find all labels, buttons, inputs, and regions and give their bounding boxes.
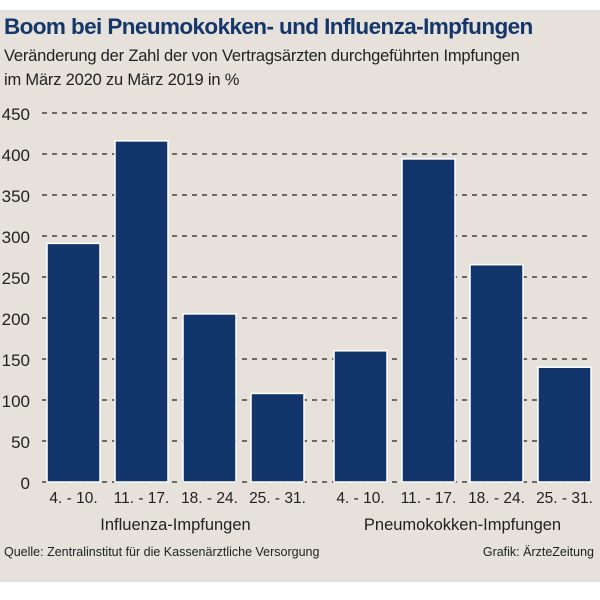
chart-title: Boom bei Pneumokokken- und Influenza-Imp…	[4, 14, 533, 39]
bar	[401, 158, 456, 483]
y-tick-label: 450	[2, 105, 30, 124]
chart-subtitle-line-1: Veränderung der Zahl der von Vertragsärz…	[4, 47, 520, 65]
y-tick-label: 300	[2, 228, 30, 247]
x-tick-label: 25. - 31.	[536, 490, 593, 507]
x-tick-label: 4. - 10.	[336, 490, 384, 507]
graphic-credit: Grafik: ÄrzteZeitung	[482, 545, 594, 559]
bar	[114, 140, 169, 483]
source-note: Quelle: Zentralinstitut für die Kassenär…	[4, 545, 320, 559]
x-tick-label: 25. - 31.	[249, 490, 306, 507]
bar	[537, 366, 592, 483]
y-tick-label: 350	[2, 187, 30, 206]
y-tick-label: 50	[11, 433, 30, 452]
group-label: Pneumokokken-Impfungen	[364, 516, 561, 534]
y-tick-label: 200	[2, 310, 30, 329]
x-tick-label: 18. - 24.	[181, 490, 238, 507]
x-tick-label: 11. - 17.	[401, 490, 457, 507]
y-tick-label: 250	[2, 269, 30, 288]
bar	[250, 392, 305, 483]
bar	[46, 242, 101, 483]
x-tick-label: 18. - 24.	[468, 490, 525, 507]
x-tick-label: 4. - 10.	[49, 490, 97, 507]
y-tick-label: 100	[2, 392, 30, 411]
bar	[182, 313, 237, 483]
bar	[333, 350, 388, 483]
y-tick-label: 150	[2, 351, 30, 370]
x-tick-label: 11. - 17.	[114, 490, 170, 507]
y-tick-label: 0	[21, 474, 30, 493]
group-label: Influenza-Impfungen	[100, 516, 250, 534]
y-tick-label: 400	[2, 146, 30, 165]
chart-subtitle-line-2: im März 2020 zu März 2019 in %	[4, 71, 240, 89]
bar	[469, 263, 524, 483]
